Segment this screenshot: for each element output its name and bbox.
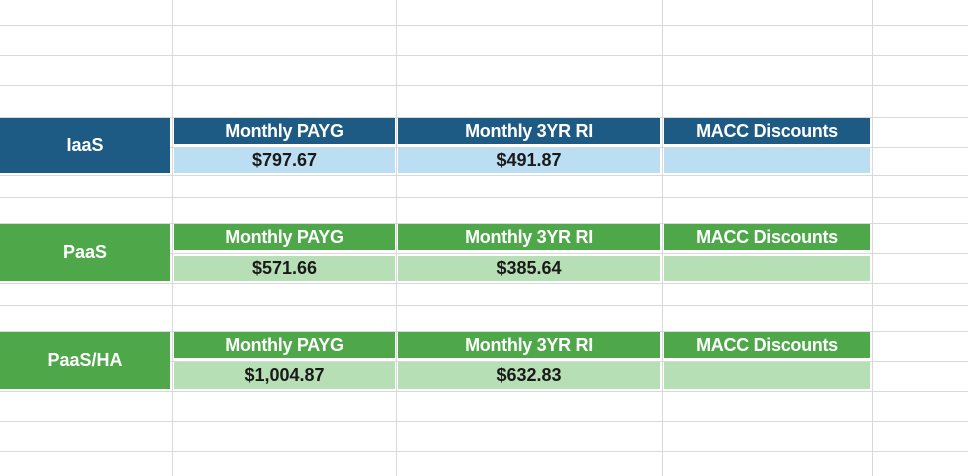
value-monthly-payg[interactable]: $797.67 bbox=[174, 148, 395, 173]
header-macc-discounts[interactable]: MACC Discounts bbox=[664, 224, 870, 250]
value-monthly-3yr-ri[interactable]: $385.64 bbox=[398, 256, 660, 281]
gridline bbox=[0, 223, 968, 224]
value-monthly-payg[interactable]: $571.66 bbox=[174, 256, 395, 281]
section-label-paas[interactable]: PaaS bbox=[0, 224, 170, 281]
gridline bbox=[0, 421, 968, 422]
header-monthly-3yr-ri[interactable]: Monthly 3YR RI bbox=[398, 224, 660, 250]
gridline bbox=[0, 85, 968, 86]
gridline bbox=[0, 451, 968, 452]
gridline bbox=[172, 0, 173, 476]
value-macc-discounts[interactable] bbox=[664, 362, 870, 389]
value-macc-discounts[interactable] bbox=[664, 148, 870, 173]
value-monthly-payg[interactable]: $1,004.87 bbox=[174, 362, 395, 389]
gridline bbox=[0, 283, 968, 284]
section-label-paas-ha[interactable]: PaaS/HA bbox=[0, 332, 170, 389]
gridline bbox=[0, 361, 968, 362]
gridline bbox=[0, 305, 968, 306]
gridline bbox=[0, 197, 968, 198]
header-monthly-payg[interactable]: Monthly PAYG bbox=[174, 332, 395, 358]
value-monthly-3yr-ri[interactable]: $491.87 bbox=[398, 148, 660, 173]
gridline bbox=[0, 117, 968, 118]
header-monthly-payg[interactable]: Monthly PAYG bbox=[174, 118, 395, 144]
header-monthly-3yr-ri[interactable]: Monthly 3YR RI bbox=[398, 332, 660, 358]
gridline bbox=[396, 0, 397, 476]
header-monthly-payg[interactable]: Monthly PAYG bbox=[174, 224, 395, 250]
gridline bbox=[0, 253, 968, 254]
gridline bbox=[0, 331, 968, 332]
value-monthly-3yr-ri[interactable]: $632.83 bbox=[398, 362, 660, 389]
gridline bbox=[0, 391, 968, 392]
gridline bbox=[0, 175, 968, 176]
gridline bbox=[0, 147, 968, 148]
gridline bbox=[662, 0, 663, 476]
section-label-iaas[interactable]: IaaS bbox=[0, 118, 170, 173]
header-macc-discounts[interactable]: MACC Discounts bbox=[664, 332, 870, 358]
gridline bbox=[872, 0, 873, 476]
gridline bbox=[0, 55, 968, 56]
header-monthly-3yr-ri[interactable]: Monthly 3YR RI bbox=[398, 118, 660, 144]
value-macc-discounts[interactable] bbox=[664, 256, 870, 281]
header-macc-discounts[interactable]: MACC Discounts bbox=[664, 118, 870, 144]
gridline bbox=[0, 25, 968, 26]
